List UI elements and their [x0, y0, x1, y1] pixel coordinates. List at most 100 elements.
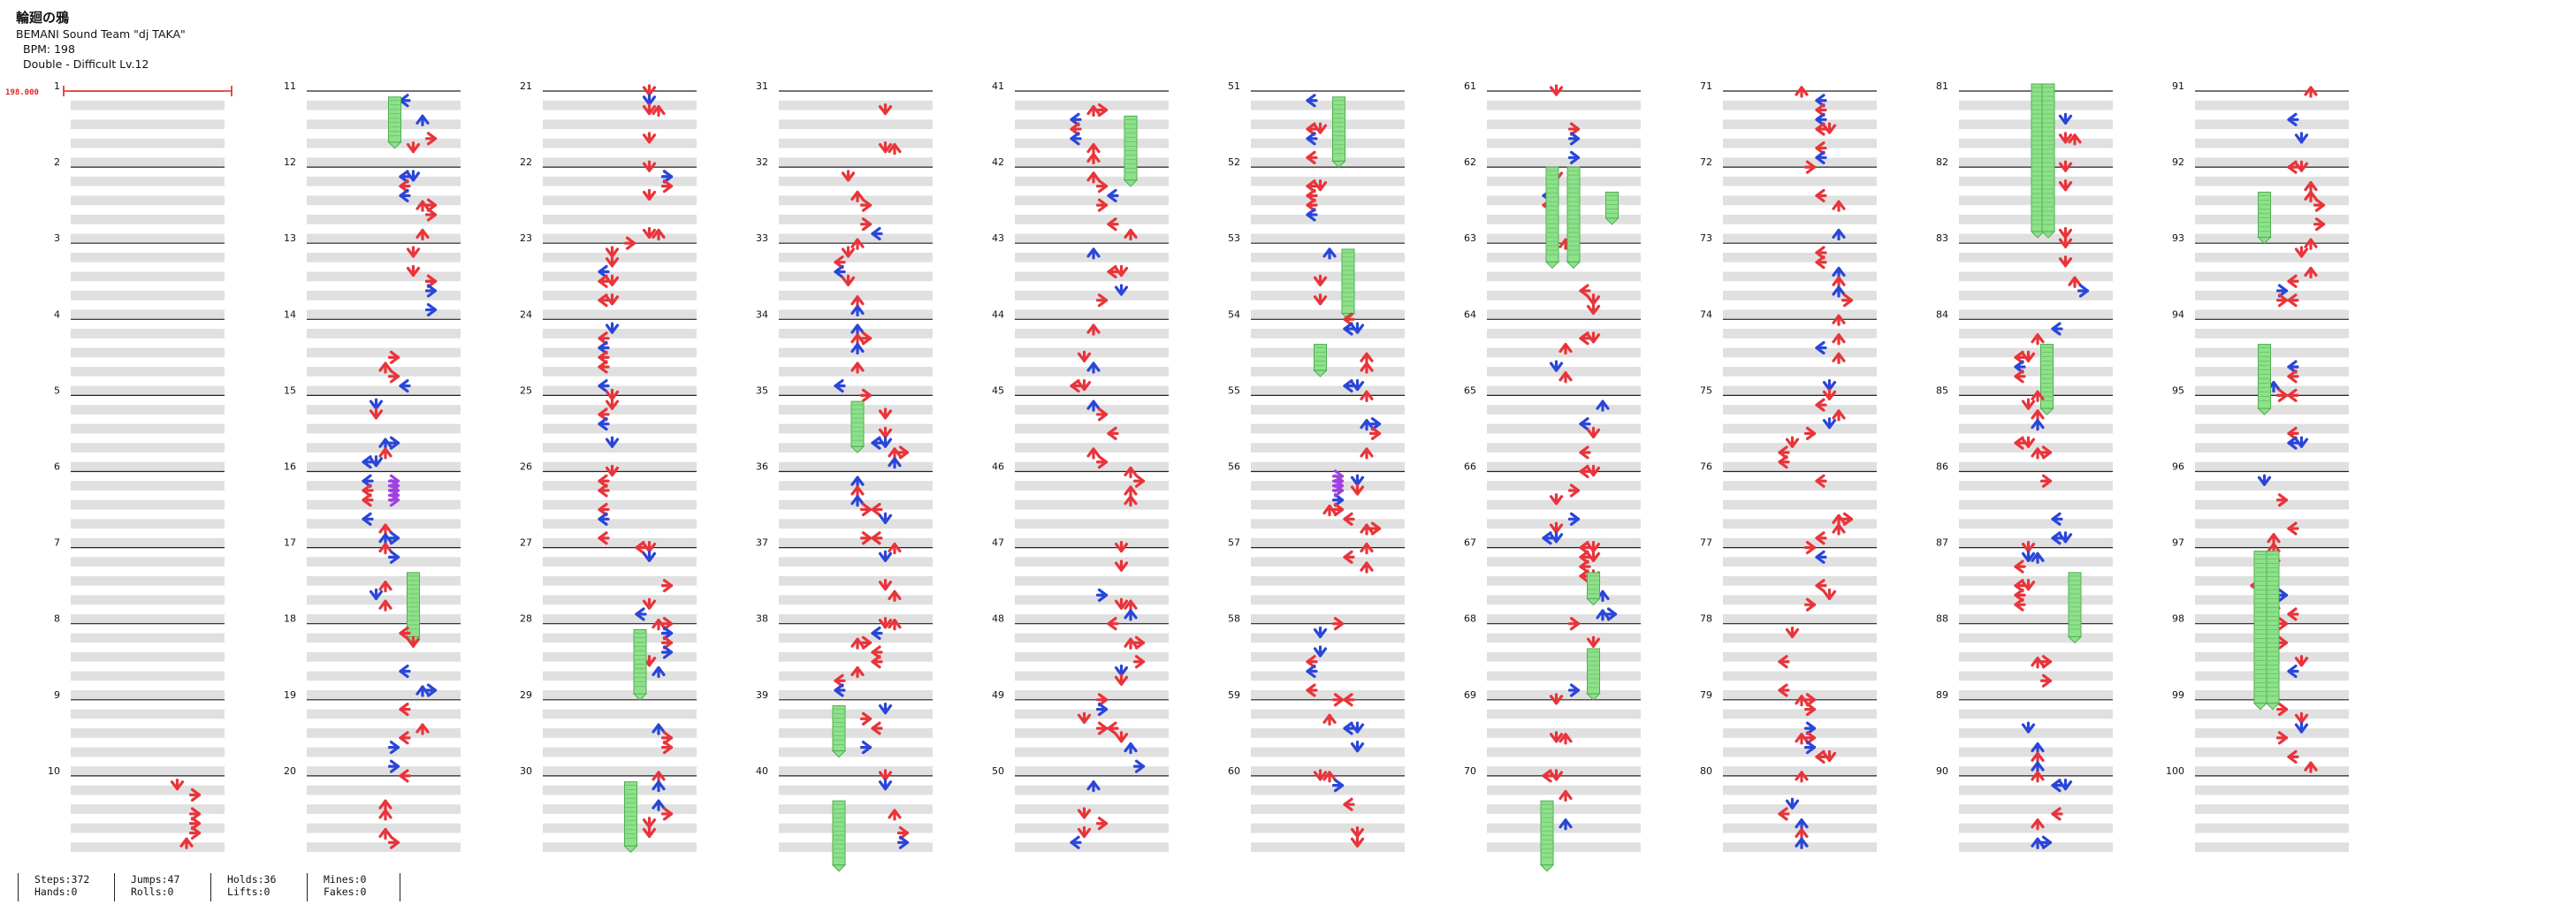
step-arrow: [1579, 417, 1591, 431]
measure-number: 64: [1464, 308, 1476, 320]
step-arrow: [2294, 436, 2309, 448]
step-arrow: [1350, 483, 1365, 496]
step-arrow: [2287, 369, 2299, 384]
step-arrow: [1815, 122, 1827, 136]
beat-band: [307, 842, 461, 852]
step-arrow: [2031, 771, 2045, 783]
beat-band: [71, 271, 225, 282]
beat-band: [779, 329, 933, 338]
beat-band: [307, 157, 461, 168]
step-arrow: [369, 455, 384, 468]
beat-band: [2195, 519, 2349, 529]
step-arrow: [1785, 436, 1800, 448]
beat-band: [779, 100, 933, 110]
measure-number: 12: [284, 156, 296, 168]
step-arrow: [1815, 474, 1827, 488]
beat-band: [1015, 842, 1169, 852]
beat-band: [2195, 138, 2349, 148]
step-arrow: [1306, 208, 1318, 222]
step-arrow: [1107, 617, 1119, 631]
hold-end: [850, 445, 865, 453]
step-arrow: [1567, 483, 1581, 498]
step-arrow: [2294, 655, 2309, 667]
beat-band: [2195, 443, 2349, 452]
beat-band: [1487, 823, 1641, 833]
beat-band: [1723, 405, 1877, 414]
beat-band: [779, 481, 933, 491]
step-arrow: [1832, 228, 1846, 241]
beat-band: [543, 481, 697, 491]
beat-band: [543, 557, 697, 567]
beat-band: [779, 461, 933, 472]
measure-number: 53: [1228, 232, 1240, 244]
beat-band: [71, 728, 225, 738]
step-arrow: [1313, 626, 1328, 639]
beat-band: [543, 176, 697, 186]
hold-body: [1587, 572, 1600, 599]
beat-band: [1959, 291, 2113, 300]
beat-band: [1959, 842, 2113, 852]
step-arrow: [188, 817, 202, 831]
beat-band: [779, 138, 933, 148]
hold-end: [2067, 635, 2083, 644]
beat-band: [1251, 842, 1405, 852]
step-arrow: [1077, 350, 1092, 362]
beat-band: [1959, 690, 2113, 700]
beat-band: [2195, 423, 2349, 434]
step-arrow: [598, 483, 610, 498]
step-arrow: [1114, 284, 1129, 296]
hold-body: [2258, 344, 2271, 409]
step-arrow: [1313, 179, 1328, 192]
step-arrow: [2287, 112, 2299, 126]
step-arrow: [1313, 274, 1328, 286]
step-arrow: [1815, 94, 1827, 108]
beat-band: [1015, 633, 1169, 643]
beat-band: [1959, 443, 2113, 452]
measure-number: 42: [992, 156, 1004, 168]
beat-band: [2195, 747, 2349, 757]
measure-number: 54: [1228, 308, 1240, 320]
beat-band: [1959, 537, 2113, 548]
step-arrow: [834, 379, 846, 393]
step-arrow: [642, 226, 657, 240]
step-arrow: [387, 350, 400, 364]
beat-band: [1487, 138, 1641, 148]
measure-number: 46: [992, 461, 1004, 473]
step-arrow: [1549, 493, 1564, 506]
step-arrow: [1322, 771, 1337, 783]
beat-band: [1251, 423, 1405, 434]
step-arrow: [378, 523, 392, 536]
beat-band: [779, 195, 933, 206]
step-arrow: [2275, 702, 2289, 717]
beat-band: [1723, 747, 1877, 757]
step-arrow: [1579, 331, 1591, 346]
step-arrow: [2051, 531, 2063, 545]
step-arrow: [1832, 352, 1846, 364]
beat-band: [1015, 747, 1169, 757]
step-arrow: [598, 293, 610, 308]
step-arrow: [1795, 837, 1809, 849]
step-arrow: [2039, 835, 2053, 849]
measure-number: 52: [1228, 156, 1240, 168]
step-arrow: [2294, 246, 2309, 258]
step-arrow: [1579, 550, 1591, 564]
step-arrow: [1114, 540, 1129, 553]
stats-group-jumps: Jumps:47 Rolls:0: [114, 873, 210, 901]
beat-band: [1015, 271, 1169, 282]
beat-band: [1251, 443, 1405, 452]
beat-band: [307, 823, 461, 833]
beat-band: [1959, 575, 2113, 586]
measure-number: 56: [1228, 461, 1240, 473]
step-arrow: [2039, 655, 2053, 669]
beat-band: [1015, 595, 1169, 605]
beat-band: [2195, 461, 2349, 472]
measure-number: 35: [756, 384, 768, 396]
hold-body: [1587, 648, 1600, 695]
beat-band: [307, 100, 461, 110]
beat-band: [543, 329, 697, 338]
step-arrow: [1124, 485, 1138, 498]
beat-band: [71, 100, 225, 110]
step-arrow: [888, 809, 902, 821]
step-arrow: [871, 645, 883, 659]
